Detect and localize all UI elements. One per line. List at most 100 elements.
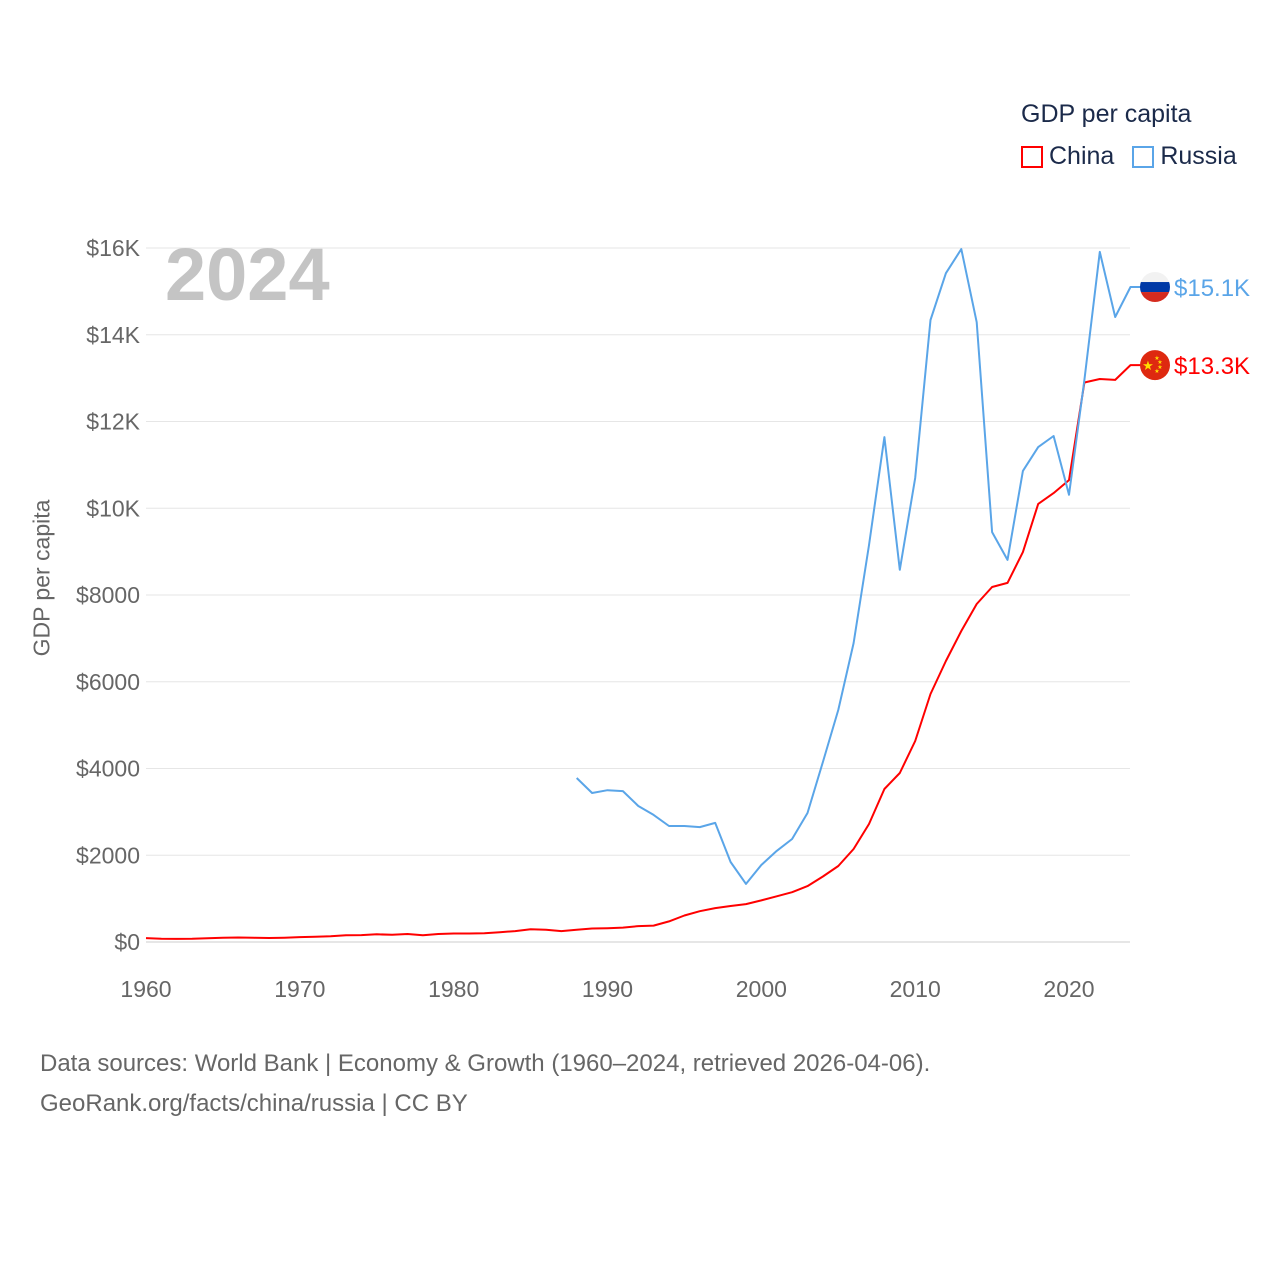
data-point-china <box>1005 581 1009 585</box>
data-point-china <box>544 928 548 932</box>
data-point-russia <box>667 824 671 828</box>
data-point-china <box>759 898 763 902</box>
data-point-russia <box>775 849 779 853</box>
footer: Data sources: World Bank | Economy & Gro… <box>40 1044 930 1124</box>
data-point-china <box>359 933 363 937</box>
data-point-china <box>606 926 610 930</box>
data-point-china <box>559 929 563 933</box>
flag-stripe-red <box>1140 292 1170 303</box>
data-point-russia <box>698 825 702 829</box>
data-point-china <box>836 864 840 868</box>
y-tick-label: $2000 <box>76 842 140 868</box>
data-point-russia <box>1036 445 1040 449</box>
data-point-russia <box>1082 378 1086 382</box>
data-point-china <box>944 659 948 663</box>
data-point-russia <box>1052 434 1056 438</box>
year-display: 2024 <box>165 233 330 316</box>
russia-flag-icon <box>1140 272 1170 303</box>
flag-stripe-blue <box>1140 282 1170 293</box>
data-point-china <box>513 929 517 933</box>
x-tick-label: 2010 <box>890 976 941 1002</box>
data-point-china <box>913 739 917 743</box>
end-value-label-china: $13.3K <box>1174 353 1250 380</box>
data-point-china <box>498 930 502 934</box>
data-point-china <box>421 933 425 937</box>
data-point-china <box>790 890 794 894</box>
x-tick-label: 2000 <box>736 976 787 1002</box>
data-point-russia <box>990 530 994 534</box>
data-point-china <box>175 937 179 941</box>
data-point-russia <box>636 804 640 808</box>
data-point-russia <box>882 435 886 439</box>
data-point-china <box>313 935 317 939</box>
data-point-russia <box>1067 493 1071 497</box>
data-point-russia <box>1021 469 1025 473</box>
legend-item-russia[interactable]: Russia <box>1132 142 1237 171</box>
data-point-china <box>698 909 702 913</box>
data-point-russia <box>836 708 840 712</box>
data-point-china <box>898 771 902 775</box>
data-point-china <box>682 914 686 918</box>
x-tick-label: 1980 <box>428 976 479 1002</box>
flag-stripe-white <box>1140 272 1170 283</box>
y-tick-label: $14K <box>86 322 140 348</box>
y-tick-label: $10K <box>86 495 140 521</box>
data-point-china <box>221 936 225 940</box>
data-point-china <box>190 937 194 941</box>
data-point-russia <box>621 789 625 793</box>
data-point-china <box>1052 491 1056 495</box>
source-link[interactable]: GeoRank.org/facts/china/russia | CC BY <box>40 1090 468 1117</box>
data-point-china <box>1098 377 1102 381</box>
data-point-china <box>1113 378 1117 382</box>
x-tick-label: 1960 <box>120 976 171 1002</box>
legend-swatch-china <box>1021 145 1043 168</box>
data-point-china <box>375 932 379 936</box>
data-point-china <box>406 932 410 936</box>
data-point-china <box>344 933 348 937</box>
data-point-russia <box>1005 558 1009 562</box>
flag-small-star: ★ <box>1157 364 1162 371</box>
data-point-china <box>236 935 240 939</box>
data-point-china <box>729 904 733 908</box>
legend-label-russia: Russia <box>1160 142 1237 170</box>
data-point-china <box>298 935 302 939</box>
data-point-china <box>805 884 809 888</box>
legend: China Russia <box>1021 142 1237 171</box>
y-tick-label: $0 <box>114 929 140 955</box>
y-tick-label: $4000 <box>76 756 140 782</box>
legend-item-china[interactable]: China <box>1021 142 1114 171</box>
data-point-china <box>144 936 148 940</box>
y-tick-label: $8000 <box>76 582 140 608</box>
data-point-china <box>252 936 256 940</box>
flag-small-star: ★ <box>1154 355 1159 362</box>
data-point-russia <box>682 824 686 828</box>
data-point-china <box>267 936 271 940</box>
data-point-russia <box>852 641 856 645</box>
data-point-russia <box>652 813 656 817</box>
data-point-china <box>652 924 656 928</box>
data-point-china <box>590 927 594 931</box>
data-point-china <box>452 932 456 936</box>
data-point-russia <box>975 320 979 324</box>
end-value-label-russia: $15.1K <box>1174 275 1250 302</box>
data-point-russia <box>575 776 579 780</box>
data-point-russia <box>606 788 610 792</box>
legend-label-china: China <box>1049 142 1115 170</box>
flag-field <box>1140 350 1170 381</box>
data-point-china <box>821 875 825 879</box>
data-point-china <box>636 924 640 928</box>
data-point-russia <box>759 863 763 867</box>
data-point-china <box>436 932 440 936</box>
flag-star: ★ <box>1142 358 1154 373</box>
y-tick-label: $12K <box>86 409 140 435</box>
data-point-china <box>282 936 286 940</box>
data-point-china <box>867 822 871 826</box>
data-point-china <box>713 906 717 910</box>
data-point-china <box>667 919 671 923</box>
legend-swatch-russia <box>1132 145 1155 168</box>
data-point-china <box>882 787 886 791</box>
data-point-china <box>744 902 748 906</box>
data-point-russia <box>913 476 917 480</box>
x-tick-label: 2020 <box>1043 976 1094 1002</box>
